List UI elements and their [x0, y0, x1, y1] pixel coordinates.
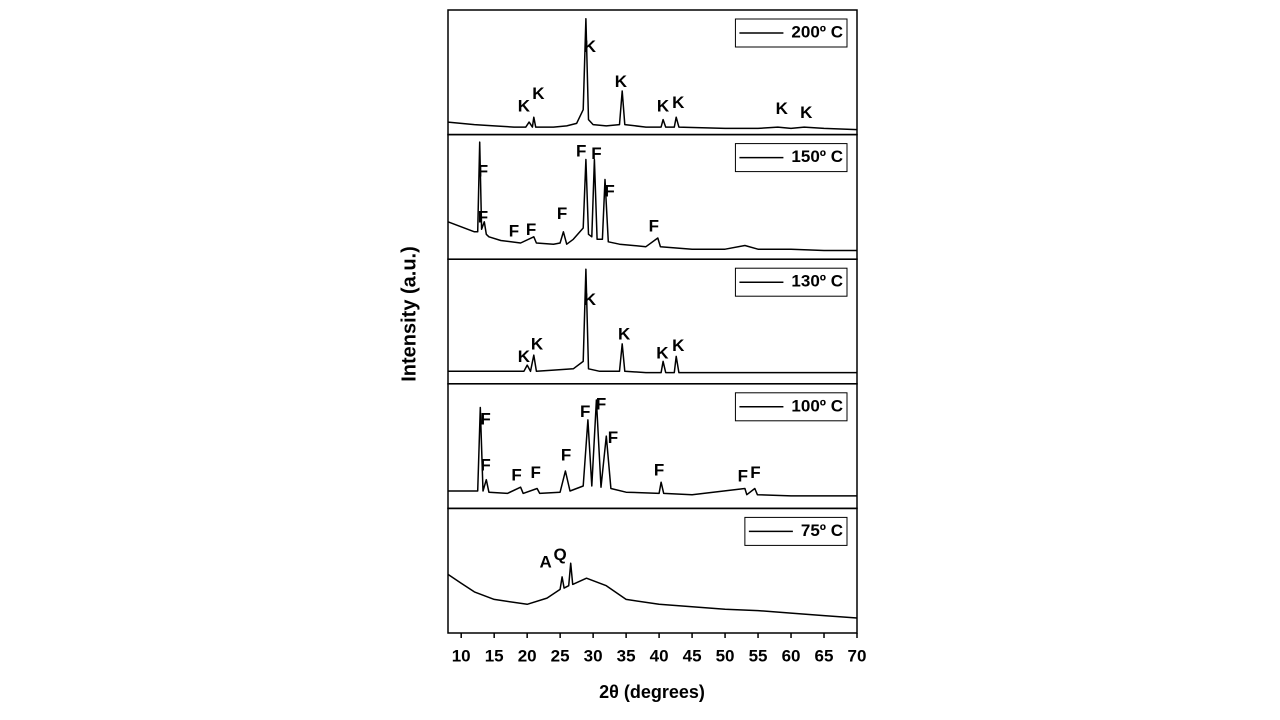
x-tick-label: 40 [650, 646, 669, 665]
peak-label: F [509, 221, 519, 240]
peak-label: F [480, 456, 490, 475]
legend-label: 100º C [791, 396, 843, 415]
x-axis-label: 2θ (degrees) [599, 682, 705, 702]
x-tick-label: 20 [518, 646, 537, 665]
x-tick-label: 30 [584, 646, 603, 665]
peak-label: F [591, 144, 601, 163]
peak-label: F [654, 461, 664, 480]
peak-label: F [738, 467, 748, 486]
peak-label: F [557, 204, 567, 223]
peak-label: F [478, 208, 488, 227]
peak-label: F [608, 428, 618, 447]
peak-label: F [511, 465, 521, 484]
xrd-line [447, 141, 857, 252]
x-tick-label: 65 [815, 646, 834, 665]
legend-label: 150º C [791, 147, 843, 166]
x-tick-label: 35 [617, 646, 636, 665]
legend: 75º C [744, 516, 848, 546]
peak-label: K [618, 325, 631, 344]
legend-box [734, 143, 848, 173]
peak-label: F [596, 394, 606, 413]
y-axis-label: Intensity (a.u.) [398, 246, 420, 382]
peak-label: F [604, 181, 614, 200]
peak-label: K [518, 97, 531, 116]
legend-label: 200º C [791, 22, 843, 41]
legend: 150º C [734, 143, 848, 173]
peak-label: A [539, 553, 551, 572]
peak-label: F [750, 463, 760, 482]
peak-label: F [649, 216, 659, 235]
peak-label: F [576, 142, 586, 161]
peak-label: K [776, 99, 789, 118]
peak-label: K [656, 343, 669, 362]
x-tick-label: 15 [485, 646, 504, 665]
legend: 100º C [734, 392, 848, 422]
xrd-line [447, 17, 858, 131]
peak-label: F [580, 402, 590, 421]
x-tick-label: 60 [782, 646, 801, 665]
x-tick-label: 50 [716, 646, 735, 665]
legend: 200º C [734, 18, 848, 48]
xrd-line [447, 562, 858, 619]
peak-label: F [526, 220, 536, 239]
peak-label: K [657, 97, 670, 116]
peak-label: K [532, 84, 545, 103]
x-tick-label: 45 [683, 646, 702, 665]
peak-label: F [561, 446, 571, 465]
peak-label: F [478, 161, 488, 180]
peak-label: K [518, 347, 531, 366]
peak-label: F [480, 409, 490, 428]
peak-label: K [672, 93, 685, 112]
peak-label: F [531, 463, 541, 482]
peak-label: K [672, 336, 685, 355]
legend: 130º C [734, 267, 848, 297]
x-tick-label: 55 [749, 646, 768, 665]
peak-label: Q [554, 545, 567, 564]
xrd-line [448, 399, 857, 497]
panel-frame [447, 507, 858, 634]
peak-label: K [800, 103, 813, 122]
x-tick-label: 70 [848, 646, 867, 665]
peak-label: K [615, 72, 628, 91]
legend-label: 75º C [801, 521, 843, 540]
x-tick-label: 10 [452, 646, 471, 665]
legend-label: 130º C [791, 272, 843, 291]
xrd-line [448, 268, 857, 374]
peak-label: K [531, 335, 544, 354]
peak-label: K [584, 37, 597, 56]
x-tick-label: 25 [551, 646, 570, 665]
peak-label: K [584, 290, 597, 309]
legend-box [744, 516, 848, 546]
